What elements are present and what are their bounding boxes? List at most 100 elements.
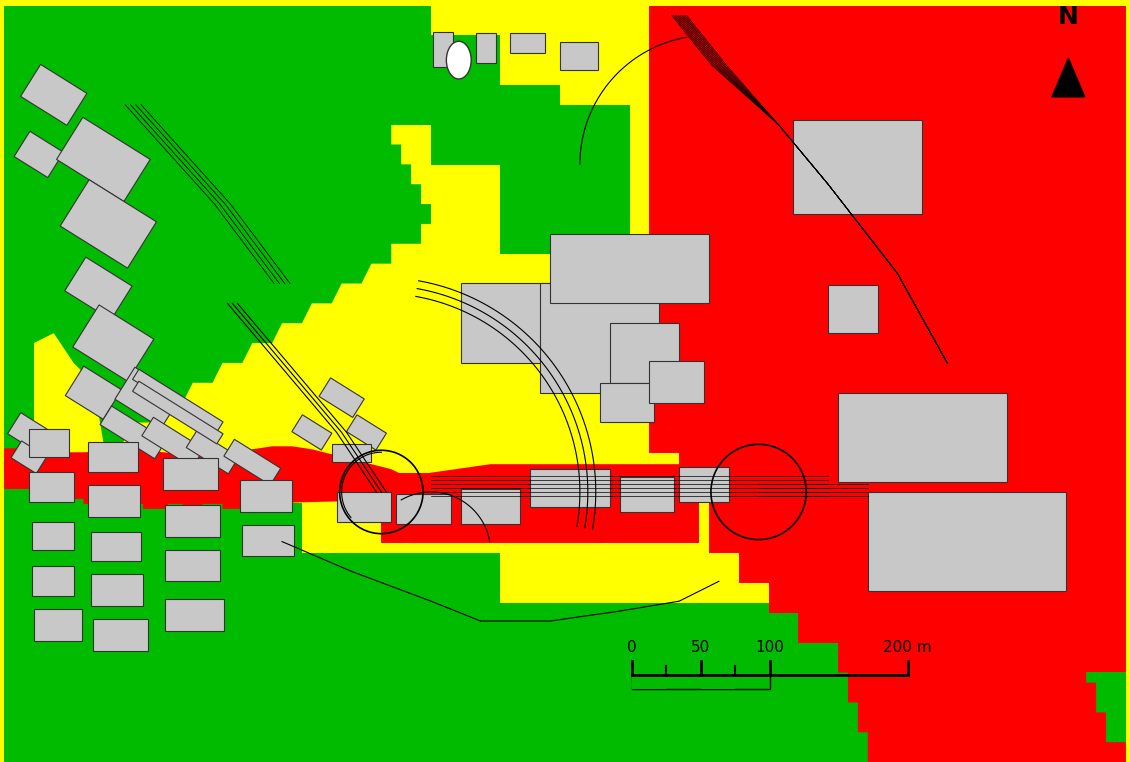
Bar bbox=[679, 453, 1125, 503]
Bar bbox=[868, 492, 1067, 591]
Bar bbox=[34, 503, 302, 553]
Text: N: N bbox=[1058, 5, 1079, 30]
Bar bbox=[337, 492, 391, 522]
Bar bbox=[5, 458, 54, 474]
Polygon shape bbox=[72, 305, 154, 381]
Bar bbox=[5, 603, 34, 652]
Bar bbox=[739, 553, 1125, 583]
Bar bbox=[5, 125, 34, 155]
Bar bbox=[372, 5, 431, 125]
Polygon shape bbox=[1052, 58, 1085, 97]
Bar bbox=[768, 5, 1125, 334]
Bar bbox=[92, 532, 141, 562]
Bar bbox=[34, 609, 81, 641]
Text: 200 m: 200 m bbox=[884, 640, 932, 655]
Polygon shape bbox=[347, 415, 386, 450]
Polygon shape bbox=[749, 5, 1125, 762]
Bar bbox=[88, 442, 138, 472]
Bar bbox=[828, 5, 1125, 274]
Polygon shape bbox=[115, 367, 181, 428]
Bar bbox=[431, 35, 501, 165]
Text: 0: 0 bbox=[627, 640, 636, 655]
Text: 50: 50 bbox=[690, 640, 710, 655]
Bar bbox=[34, 453, 202, 503]
Bar bbox=[381, 473, 699, 543]
Bar bbox=[476, 34, 496, 63]
Bar bbox=[798, 5, 1125, 304]
Bar bbox=[29, 430, 69, 457]
Bar bbox=[679, 5, 1125, 424]
Polygon shape bbox=[319, 378, 364, 418]
Polygon shape bbox=[60, 180, 156, 268]
Bar bbox=[610, 323, 679, 383]
Bar bbox=[1067, 5, 1125, 35]
Bar bbox=[600, 383, 654, 422]
Bar bbox=[34, 553, 501, 603]
Bar bbox=[247, 475, 277, 487]
Bar bbox=[5, 404, 34, 453]
Bar bbox=[1007, 5, 1125, 95]
Bar bbox=[32, 566, 73, 596]
Bar bbox=[5, 95, 34, 125]
Bar bbox=[793, 120, 922, 214]
Bar bbox=[5, 155, 34, 204]
Bar bbox=[233, 5, 302, 66]
Bar bbox=[5, 5, 34, 35]
Polygon shape bbox=[186, 431, 238, 474]
Bar bbox=[29, 472, 73, 502]
Bar bbox=[397, 494, 451, 523]
Bar bbox=[888, 5, 1125, 215]
Bar bbox=[5, 35, 34, 66]
Bar bbox=[560, 105, 629, 304]
Bar bbox=[332, 444, 372, 463]
Polygon shape bbox=[142, 418, 203, 467]
Polygon shape bbox=[8, 413, 50, 452]
Bar bbox=[59, 465, 103, 479]
Bar bbox=[1036, 5, 1125, 66]
Text: 100: 100 bbox=[755, 640, 784, 655]
Polygon shape bbox=[5, 663, 1125, 762]
Bar bbox=[302, 5, 372, 105]
Bar bbox=[5, 503, 34, 553]
Bar bbox=[560, 42, 598, 70]
Bar bbox=[709, 503, 1125, 553]
Bar bbox=[650, 5, 1125, 453]
Bar bbox=[858, 5, 1125, 245]
Bar bbox=[632, 674, 666, 689]
Bar bbox=[768, 583, 1125, 613]
Bar bbox=[5, 553, 34, 603]
Bar bbox=[650, 361, 704, 402]
Bar bbox=[511, 34, 545, 53]
Bar bbox=[163, 472, 201, 484]
Bar bbox=[798, 613, 1125, 642]
Bar bbox=[94, 619, 148, 651]
Polygon shape bbox=[224, 440, 280, 485]
Polygon shape bbox=[64, 257, 132, 320]
Bar bbox=[88, 485, 140, 517]
Polygon shape bbox=[5, 447, 848, 509]
Bar bbox=[433, 32, 453, 67]
Polygon shape bbox=[66, 366, 122, 419]
Bar bbox=[848, 642, 1125, 672]
Bar bbox=[828, 286, 878, 333]
Bar bbox=[977, 5, 1125, 125]
Bar bbox=[5, 204, 34, 255]
Bar bbox=[461, 283, 560, 363]
Bar bbox=[34, 603, 1125, 652]
Bar bbox=[5, 5, 233, 35]
Polygon shape bbox=[5, 5, 233, 35]
Bar bbox=[461, 489, 520, 523]
Ellipse shape bbox=[446, 41, 471, 79]
Bar bbox=[709, 5, 1125, 394]
Polygon shape bbox=[56, 117, 150, 201]
Bar bbox=[5, 652, 1125, 762]
Bar bbox=[5, 66, 34, 95]
Bar bbox=[32, 522, 73, 549]
Polygon shape bbox=[20, 65, 87, 125]
Bar bbox=[540, 283, 659, 392]
Bar bbox=[739, 5, 1125, 363]
Polygon shape bbox=[132, 381, 223, 444]
Bar bbox=[632, 674, 770, 689]
Bar bbox=[619, 477, 675, 512]
Polygon shape bbox=[132, 370, 223, 432]
